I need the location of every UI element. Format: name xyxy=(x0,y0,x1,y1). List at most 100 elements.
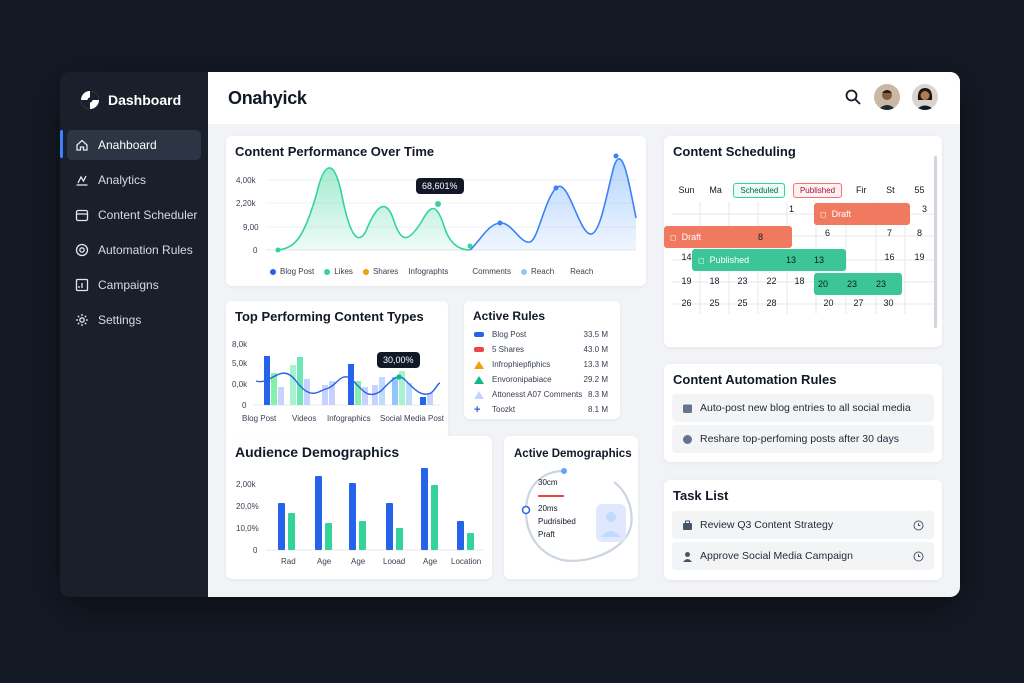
data-point xyxy=(497,220,503,226)
calendar-day[interactable]: 23 xyxy=(737,276,748,286)
sidebar-item-campaigns[interactable]: Campaigns xyxy=(67,270,201,300)
avatar[interactable] xyxy=(912,84,938,110)
brand[interactable]: Dashboard xyxy=(60,88,208,112)
calendar-day[interactable]: 14 xyxy=(681,252,692,262)
triangle-icon xyxy=(474,375,484,384)
clock-icon[interactable] xyxy=(913,520,924,531)
calendar-day[interactable]: 22 xyxy=(766,276,777,286)
calendar-event-draft[interactable]: ◻ Draft xyxy=(814,203,910,225)
calendar-day[interactable]: 25 xyxy=(709,298,720,308)
calendar-day[interactable]: 26 xyxy=(681,298,692,308)
card-title: Task List xyxy=(673,488,729,503)
card-title: Top Performing Content Types xyxy=(235,309,424,324)
sidebar-item-label: Automation Rules xyxy=(98,243,193,257)
likes-area xyxy=(278,167,470,250)
calendar-day[interactable]: 16 xyxy=(884,252,895,262)
scrollbar[interactable] xyxy=(934,156,937,328)
list-item[interactable]: Blog Post 33.5 M xyxy=(474,327,608,342)
demo-label-1: 20ms xyxy=(538,504,558,513)
sidebar-item-content-scheduler[interactable]: Content Scheduler xyxy=(67,200,201,230)
calendar-day[interactable]: 7 xyxy=(886,228,892,238)
task-item[interactable]: Approve Social Media Campaign xyxy=(672,542,934,570)
calendar: Sun Ma Scheduled Published Fir St 55 xyxy=(664,182,934,352)
automation-rule[interactable]: Reshare top-perfoming posts after 30 day… xyxy=(672,425,934,453)
legend-item: Comments xyxy=(472,267,512,276)
list-item[interactable]: 5 Shares 43.0 M xyxy=(474,342,608,357)
calendar-icon xyxy=(683,404,692,413)
top-right-controls xyxy=(844,84,938,110)
sidebar-item-dashboard[interactable]: Anahboard xyxy=(67,130,201,160)
legend-dot xyxy=(521,268,528,275)
card-title: Content Performance Over Time xyxy=(235,144,435,159)
top-bar: Onahyick xyxy=(208,72,960,124)
sidebar-item-label: Analytics xyxy=(98,173,147,187)
y-tick-label: 0 xyxy=(253,246,258,255)
audience-demographics-card: Audience Demographics 2,00k 20,0% 10,0% … xyxy=(226,436,492,579)
card-title: Active Rules xyxy=(473,309,546,323)
scheduled-badge[interactable]: Scheduled xyxy=(733,183,786,198)
calendar-day[interactable]: 25 xyxy=(737,298,748,308)
x-tick-label: Rad xyxy=(281,557,296,566)
calendar-day[interactable]: 3 xyxy=(921,204,927,214)
search-icon[interactable] xyxy=(844,88,862,106)
data-point xyxy=(613,153,619,159)
legend-dot xyxy=(324,268,331,275)
legend-dot xyxy=(362,268,369,275)
clock-icon[interactable] xyxy=(913,551,924,562)
y-tick-label: 0 xyxy=(253,546,258,555)
automation-rules-card: Content Automation Rules Auto-post new b… xyxy=(664,364,942,462)
content-scheduling-card: Content Scheduling Sun Ma Scheduled Publ… xyxy=(664,136,942,347)
chart-tooltip: 30,00% xyxy=(377,352,420,368)
calendar-day[interactable]: 1 xyxy=(788,204,794,214)
calendar-day[interactable]: 20 xyxy=(823,298,834,308)
calendar-day[interactable]: 18 xyxy=(709,276,720,286)
main-content: Onahyick Content Performance Over Time 4… xyxy=(208,72,960,597)
sidebar-item-analytics[interactable]: Analytics xyxy=(67,165,201,195)
calendar-day[interactable]: 27 xyxy=(853,298,864,308)
x-tick-label: Infographics xyxy=(327,414,371,423)
calendar-day[interactable]: 18 xyxy=(794,276,805,286)
top-types-chart: 8,0k 5,0k 0,0k 0 Blog Post Videos xyxy=(232,340,445,423)
active-demographics-card: Active Demographics 30cm 20ms Pudrisibed… xyxy=(504,436,638,579)
legend-item: Reach xyxy=(521,267,554,276)
sidebar-item-settings[interactable]: Settings xyxy=(67,305,201,335)
demo-label-2: Pudrisibed xyxy=(538,517,576,526)
sidebar-item-automation-rules[interactable]: Automation Rules xyxy=(67,235,201,265)
calendar-day: 13 xyxy=(786,255,797,265)
day-label: Fir xyxy=(855,185,867,195)
list-item[interactable]: Attonesst A07 Comments 8.3 M xyxy=(474,387,608,402)
legend-item: Reach xyxy=(570,267,594,276)
calendar-event-published[interactable]: ◻ Published 13 13 xyxy=(692,249,846,271)
calendar-day[interactable]: 19 xyxy=(914,252,925,262)
day-label: Ma xyxy=(709,185,722,195)
calendar-day[interactable]: 19 xyxy=(681,276,692,286)
card-title: Audience Demographics xyxy=(235,444,400,460)
day-label: 55 xyxy=(914,185,925,195)
data-point xyxy=(275,247,281,253)
automation-rule[interactable]: Auto-post new blog entries to all social… xyxy=(672,394,934,422)
demo-label-0: 30cm xyxy=(538,478,558,487)
calendar-day[interactable]: 30 xyxy=(883,298,894,308)
task-item[interactable]: Review Q3 Content Strategy xyxy=(672,511,934,539)
list-item[interactable]: + Toozkt 8.1 M xyxy=(474,403,608,416)
y-tick-label: 0 xyxy=(242,401,247,410)
logo-icon xyxy=(81,91,99,109)
calendar-day[interactable]: 28 xyxy=(766,298,777,308)
active-indicator xyxy=(60,130,63,158)
data-point xyxy=(396,374,402,380)
home-icon xyxy=(76,139,88,151)
legend-item: Likes xyxy=(324,267,353,276)
calendar-event-published[interactable]: 20 23 23 xyxy=(814,273,902,295)
calendar-day[interactable]: 8 xyxy=(916,228,922,238)
calendar-day[interactable]: 6 xyxy=(824,228,830,238)
active-rules-card: Active Rules Blog Post 33.5 M 5 Shares 43.… xyxy=(464,301,620,419)
y-tick-label: 2,00k xyxy=(236,480,257,489)
calendar-event-draft[interactable]: ◻ Draft 8 xyxy=(664,226,792,248)
list-item[interactable]: Infrophiepfiphics 13.3 M xyxy=(474,357,608,372)
calendar-day: 23 xyxy=(847,279,858,289)
data-point xyxy=(553,185,559,191)
avatar[interactable] xyxy=(874,84,900,110)
analytics-icon xyxy=(76,175,88,186)
list-item[interactable]: Envoronipabiace 29.2 M xyxy=(474,372,608,387)
published-badge[interactable]: Published xyxy=(792,183,843,198)
